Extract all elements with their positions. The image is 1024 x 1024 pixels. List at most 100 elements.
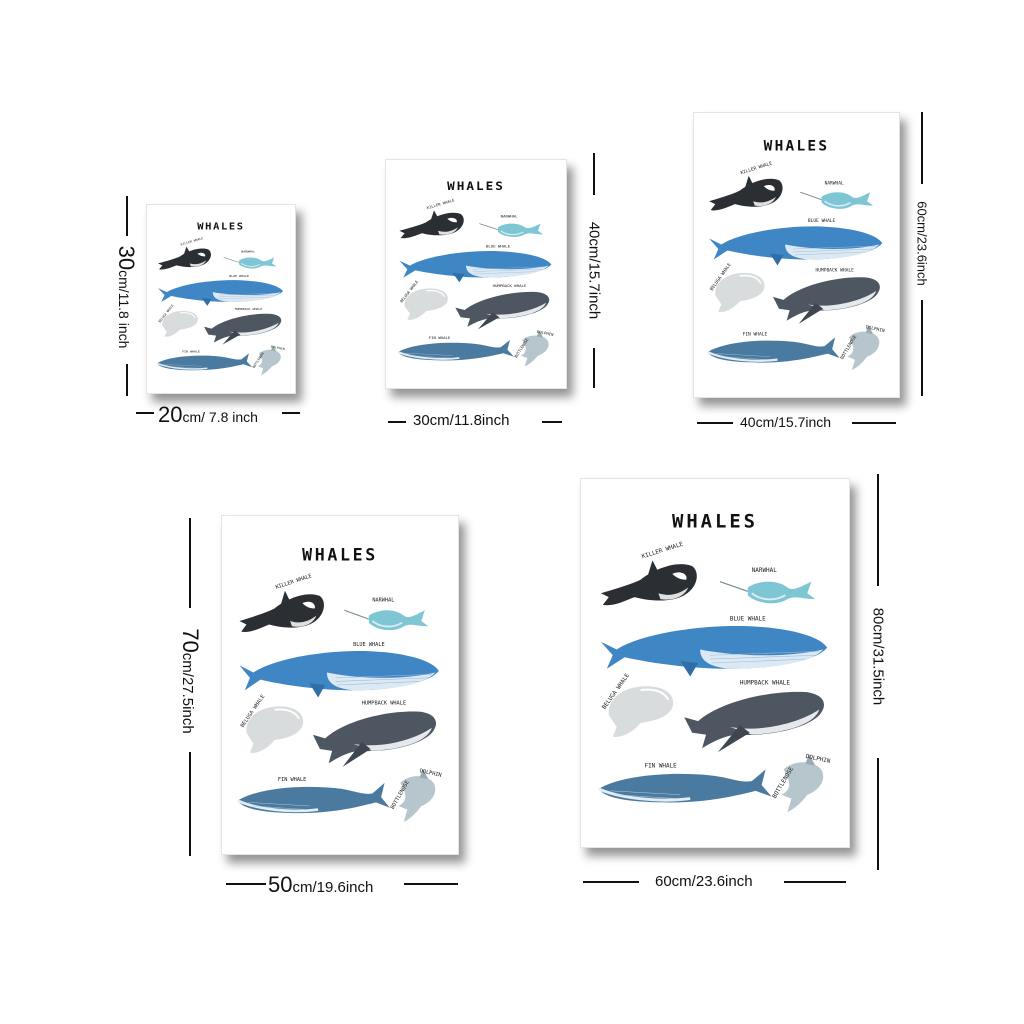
height-text: 80cm/31.5inch xyxy=(869,607,887,706)
fin-whale-illustration xyxy=(397,340,514,361)
height-number: 70 xyxy=(178,628,203,653)
narwhal-label: NARWHAL xyxy=(752,568,778,574)
width-text: cm/ 7.8 inch xyxy=(182,409,258,425)
height-dim-line-bottom xyxy=(921,300,923,396)
narwhal-illustration xyxy=(223,257,277,269)
height-dim-line-bottom xyxy=(189,752,191,856)
width-text: 40cm/15.7inch xyxy=(740,414,832,430)
poster-20x30: WHALES KILLER WHALE NARWHAL BLUE WHALE xyxy=(146,204,296,394)
height-label-60x80: 80cm/31.5inch xyxy=(870,597,887,717)
height-dim-line-bottom xyxy=(126,364,128,396)
poster-60x80: WHALES KILLER WHALE NARWHAL BLUE WHALE xyxy=(580,478,850,848)
fin-whale-label: FIN WHALE xyxy=(645,764,678,770)
narwhal-illustration xyxy=(719,581,816,604)
height-dim-line-bottom xyxy=(593,348,595,388)
blue-whale-label: BLUE WHALE xyxy=(353,642,385,648)
beluga-illustration xyxy=(608,686,674,737)
width-label-30x40: 30cm/11.8inch xyxy=(413,412,509,429)
fin-whale-illustration xyxy=(237,782,390,814)
humpback-whale-label: HUMPBACK WHALE xyxy=(493,283,527,288)
blue-whale-label: BLUE WHALE xyxy=(730,616,766,622)
width-number: 20 xyxy=(158,402,183,427)
width-label-20x30: 20cm/ 7.8 inch xyxy=(158,402,258,428)
poster-40x60: WHALES KILLER WHALE NARWHAL BLUE WHALE xyxy=(693,112,900,398)
fin-whale-illustration xyxy=(598,769,772,803)
width-dim-line-left xyxy=(697,422,733,424)
width-dim-line-left xyxy=(226,883,266,885)
fin-whale-illustration xyxy=(156,353,253,371)
humpback-whale-illustration xyxy=(455,291,550,330)
width-dim-line-right xyxy=(542,421,562,423)
fin-whale-label: FIN WHALE xyxy=(182,350,200,354)
whales-artwork: WHALES KILLER WHALE NARWHAL BLUE WHALE xyxy=(581,479,849,847)
blue-whale-illustration xyxy=(157,280,283,306)
height-number: 30 xyxy=(114,245,139,271)
blue-whale-illustration xyxy=(399,251,552,283)
fin-whale-label: FIN WHALE xyxy=(429,335,451,340)
humpback-whale-illustration xyxy=(312,711,436,767)
blue-whale-label: BLUE WHALE xyxy=(229,274,249,278)
narwhal-label: NARWHAL xyxy=(241,250,255,254)
blue-whale-illustration xyxy=(709,226,883,266)
height-dim-line-top xyxy=(921,112,923,184)
width-text: 30cm/11.8inch xyxy=(413,412,510,429)
dolphin-illustration xyxy=(847,325,880,371)
killer-whale-illustration xyxy=(600,560,697,606)
height-text: 60cm/23.6inch xyxy=(914,201,930,286)
dolphin-illustration xyxy=(781,754,824,813)
humpback-whale-label: HUMPBACK WHALE xyxy=(362,701,406,707)
beluga-illustration xyxy=(715,272,765,313)
height-dim-line-top xyxy=(593,153,595,195)
poster-30x40: WHALES KILLER WHALE NARWHAL BLUE WHALE xyxy=(385,159,567,389)
height-text: 40cm/15.7inch xyxy=(585,221,603,320)
poster-title: WHALES xyxy=(672,512,758,533)
dolphin-illustration xyxy=(520,330,549,367)
blue-whale-illustration xyxy=(600,625,828,677)
poster-title: WHALES xyxy=(302,544,378,564)
width-label-40x60: 40cm/15.7inch xyxy=(740,414,831,430)
humpback-whale-illustration xyxy=(204,313,282,345)
poster-50x70: WHALES KILLER WHALE NARWHAL BLUE WHALE xyxy=(221,515,459,855)
beluga-illustration xyxy=(162,310,198,337)
width-text: cm/19.6inch xyxy=(292,879,374,896)
height-text: cm/11.8 inch xyxy=(116,270,132,349)
killer-whale-illustration xyxy=(399,210,464,239)
humpback-whale-illustration xyxy=(772,277,880,324)
beluga-illustration xyxy=(404,288,448,320)
blue-whale-label: BLUE WHALE xyxy=(486,244,511,249)
narwhal-label: NARWHAL xyxy=(372,597,394,603)
width-dim-line-left xyxy=(136,412,154,414)
whales-artwork: WHALES KILLER WHALE NARWHAL BLUE WHALE xyxy=(222,516,458,854)
fin-whale-label: FIN WHALE xyxy=(743,332,768,338)
dolphin-label: DOLPHIN xyxy=(271,345,286,351)
height-label-50x70: 70cm/27.5inch xyxy=(177,611,203,751)
dolphin-illustration xyxy=(398,768,436,822)
width-dim-line-right xyxy=(282,412,300,414)
fin-whale-illustration xyxy=(707,337,840,363)
killer-whale-illustration xyxy=(709,175,783,211)
width-label-50x70: 50cm/19.6inch xyxy=(268,872,373,898)
dolphin-label: DOLPHIN xyxy=(805,754,831,765)
whales-artwork: WHALES KILLER WHALE NARWHAL BLUE WHALE xyxy=(694,113,899,397)
height-dim-line-top xyxy=(126,196,128,236)
narwhal-illustration xyxy=(800,191,874,209)
whales-artwork: WHALES KILLER WHALE NARWHAL BLUE WHALE xyxy=(147,205,295,393)
killer-whale-label: KILLER WHALE xyxy=(180,236,204,246)
fin-whale-label: FIN WHALE xyxy=(278,777,306,783)
killer-whale-illustration xyxy=(157,246,211,270)
humpback-whale-label: HUMPBACK WHALE xyxy=(740,680,791,686)
height-label-40x60: 60cm/23.6inch xyxy=(915,184,930,304)
narwhal-illustration xyxy=(344,609,429,631)
width-dim-line-right xyxy=(784,881,846,883)
killer-whale-illustration xyxy=(239,590,324,632)
height-dim-line-top xyxy=(877,474,879,586)
width-number: 50 xyxy=(268,872,293,897)
width-text: 60cm/23.6inch xyxy=(655,873,753,890)
narwhal-label: NARWHAL xyxy=(501,214,519,219)
blue-whale-label: BLUE WHALE xyxy=(808,218,836,224)
poster-title: WHALES xyxy=(447,180,505,193)
width-dim-line-left xyxy=(583,881,639,883)
dolphin-label: DOLPHIN xyxy=(536,329,554,337)
poster-title: WHALES xyxy=(197,222,244,232)
width-dim-line-right xyxy=(404,883,458,885)
